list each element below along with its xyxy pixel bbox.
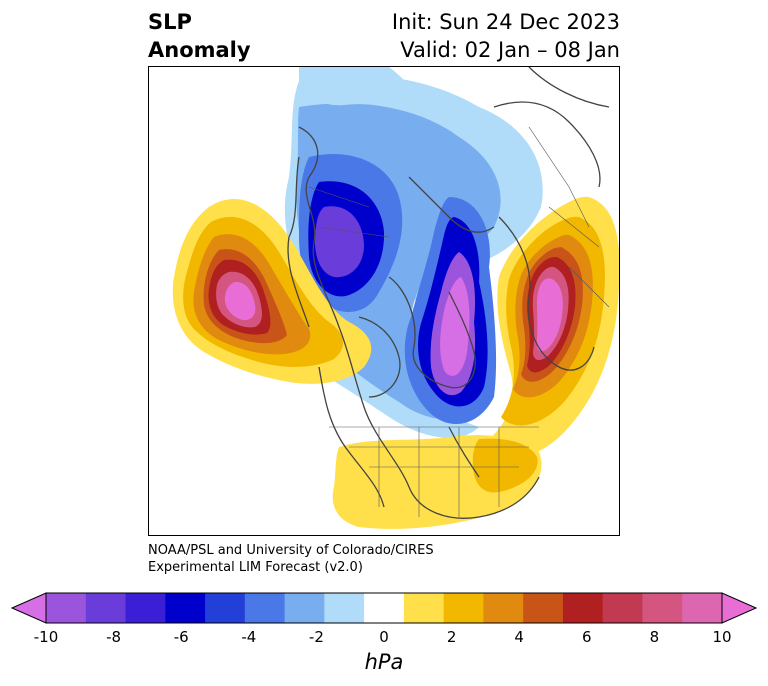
colorbar-cell — [125, 593, 166, 623]
colorbar-cell — [642, 593, 683, 623]
colorbar-unit: hPa — [364, 650, 404, 674]
colorbar-cell — [682, 593, 723, 623]
credit-text: NOAA/PSL and University of Colorado/CIRE… — [148, 542, 434, 576]
credit-line-2: Experimental LIM Forecast (v2.0) — [148, 560, 363, 575]
colorbar-tick-label: -6 — [173, 628, 189, 646]
anomaly-region-purple — [314, 206, 364, 278]
valid-date: Valid: 02 Jan – 08 Jan — [400, 38, 620, 62]
coastlines — [287, 67, 610, 519]
anomaly-region-amber-us — [472, 438, 538, 493]
colorbar-tick-label: 10 — [712, 628, 732, 646]
map-title: SLP Anomaly — [148, 8, 251, 64]
anomaly-region-orchid-europe — [536, 278, 563, 352]
colorbar-tick-label: 4 — [514, 628, 524, 646]
colorbar-outline — [45, 592, 723, 624]
map-panel — [148, 66, 620, 536]
colorbar-cell — [403, 593, 445, 623]
init-date: Init: Sun 24 Dec 2023 — [391, 10, 620, 34]
borders — [308, 126, 610, 517]
anomaly-region-orchid-pacific — [224, 281, 256, 321]
colorbar-cell — [523, 593, 564, 623]
colorbar-cell — [284, 593, 325, 623]
colorbar-tick-label: -10 — [33, 628, 59, 646]
anomaly-region-magenta-neg — [440, 277, 470, 376]
colorbar-cell — [46, 593, 87, 623]
title-line-1: SLP — [148, 10, 192, 34]
colorbar-tick-label: 2 — [446, 628, 457, 646]
colorbar-cell — [443, 593, 484, 623]
anomaly-region-pale-north — [299, 67, 416, 112]
colorbar-cell — [602, 593, 643, 623]
colorbar-tick-label: 8 — [649, 628, 660, 646]
colorbar-cell — [244, 593, 286, 623]
credit-line-1: NOAA/PSL and University of Colorado/CIRE… — [148, 543, 434, 558]
colorbar-tick-label: 0 — [379, 628, 389, 646]
colorbar-cell — [324, 593, 365, 623]
colorbar — [10, 592, 758, 624]
colorbar-tick-label: -8 — [106, 628, 122, 646]
date-info: Init: Sun 24 Dec 2023 Valid: 02 Jan – 08… — [392, 8, 620, 64]
colorbar-left-arrow — [10, 592, 47, 624]
colorbar-tick-label: 6 — [582, 628, 592, 646]
anomaly-map — [172, 67, 619, 529]
colorbar-tick-label: -4 — [241, 628, 257, 646]
title-line-2: Anomaly — [148, 38, 251, 62]
colorbar-cell — [364, 593, 405, 623]
colorbar-cell — [483, 593, 524, 623]
colorbar-cell — [205, 593, 246, 623]
colorbar-tick-label: -2 — [308, 628, 324, 646]
colorbar-right-arrow — [721, 592, 758, 624]
colorbar-cell — [165, 593, 206, 623]
colorbar-cell — [562, 593, 604, 623]
colorbar-cell — [85, 593, 127, 623]
